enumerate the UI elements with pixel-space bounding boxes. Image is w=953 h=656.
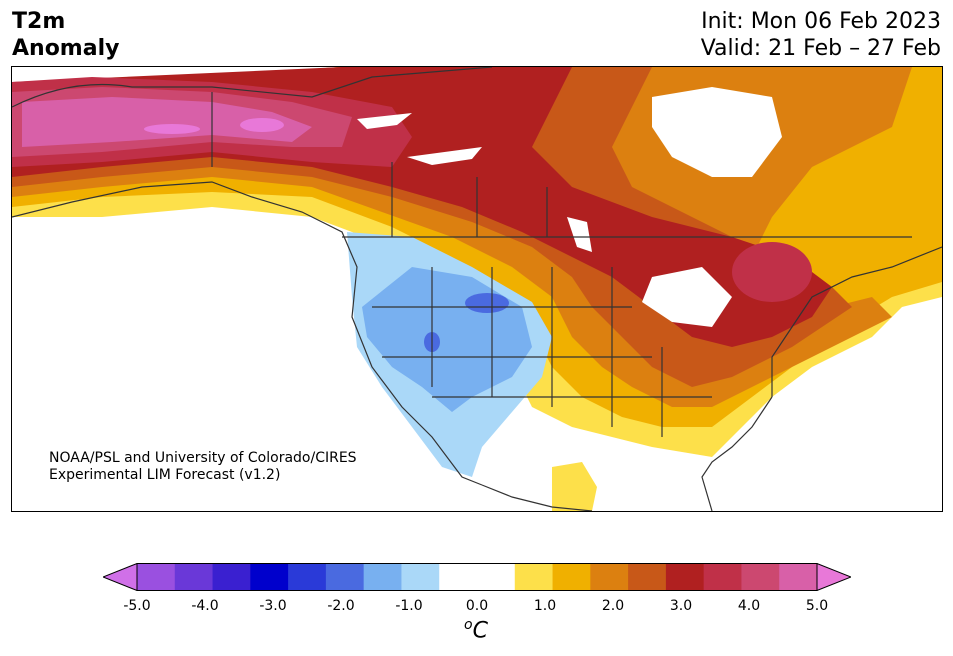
init-date: Init: Mon 06 Feb 2023 <box>701 9 941 34</box>
colorbar-segment <box>514 563 554 591</box>
anomaly-band-8 <box>22 97 312 147</box>
colorbar-right-arrow <box>816 563 851 591</box>
credit-line-1: NOAA/PSL and University of Colorado/CIRE… <box>49 450 357 466</box>
colorbar-segment <box>779 563 818 591</box>
colorbar-segments <box>137 563 818 591</box>
colorbar-segment <box>439 563 478 591</box>
colorbar-tick-label: -5.0 <box>123 598 151 614</box>
great-slave-lake <box>407 147 482 165</box>
colorbar-tick-label: 4.0 <box>737 598 761 614</box>
colorbar-segment <box>665 563 705 591</box>
colorbar-tick-label: 5.0 <box>805 598 829 614</box>
colorbar-segment <box>363 563 402 591</box>
anomaly-east-peak <box>732 242 812 302</box>
colorbar-tick-label: -2.0 <box>327 598 355 614</box>
colorbar-segment <box>212 563 251 591</box>
credit-line-2: Experimental LIM Forecast (v1.2) <box>49 467 281 483</box>
colorbar-segment <box>552 563 591 591</box>
colorbar-segment <box>741 563 780 591</box>
colorbar-left-arrow <box>103 563 138 591</box>
title-line-1: T2m <box>12 9 66 34</box>
south-warm-patch <box>552 462 597 511</box>
anomaly-peak-1 <box>144 124 200 134</box>
colorbar-segment <box>325 563 365 591</box>
chart-title: T2m Anomaly <box>12 8 119 62</box>
valid-range: Valid: 21 Feb – 27 Feb <box>700 36 941 61</box>
hudson-bay <box>652 87 782 177</box>
colorbar-tick-label: 1.0 <box>533 598 557 614</box>
unit-prefix: o <box>464 617 473 633</box>
title-line-2: Anomaly <box>12 36 120 61</box>
anomaly-peak-2 <box>240 118 284 132</box>
forecast-dates: Init: Mon 06 Feb 2023 Valid: 21 Feb – 27… <box>701 8 941 62</box>
lake-winnipeg <box>567 217 592 252</box>
colorbar-segment <box>401 563 440 591</box>
colorbar-tick-label: 2.0 <box>601 598 625 614</box>
colorbar-tick-label: -4.0 <box>191 598 219 614</box>
map-outlines <box>12 67 942 511</box>
cold-core-1 <box>465 293 509 313</box>
anomaly-map <box>11 66 943 512</box>
colorbar-segment <box>590 563 629 591</box>
credit-text: NOAA/PSL and University of Colorado/CIRE… <box>49 450 357 484</box>
colorbar-unit: oC <box>464 617 488 643</box>
great-lakes <box>642 267 732 327</box>
colorbar-ticks: -5.0 -4.0 -3.0 -2.0 -1.0 0.0 1.0 2.0 3.0 4.0 5.0 <box>0 598 953 618</box>
colorbar-segment <box>628 563 667 591</box>
anomaly-map-svg <box>12 67 942 511</box>
colorbar-segment <box>250 563 289 591</box>
colorbar-tick-label: -3.0 <box>259 598 287 614</box>
colorbar <box>103 563 851 591</box>
colorbar-tick-label: 0.0 <box>465 598 489 614</box>
colorbar-tick-label: 3.0 <box>669 598 693 614</box>
colorbar-segment <box>288 563 327 591</box>
colorbar-segment <box>703 563 742 591</box>
great-bear-lake <box>357 113 412 129</box>
unit-label: C <box>472 618 488 644</box>
colorbar-tick-label: -1.0 <box>395 598 423 614</box>
colorbar-segment <box>477 563 516 591</box>
colorbar-segment <box>137 563 176 591</box>
colorbar-segment <box>174 563 214 591</box>
